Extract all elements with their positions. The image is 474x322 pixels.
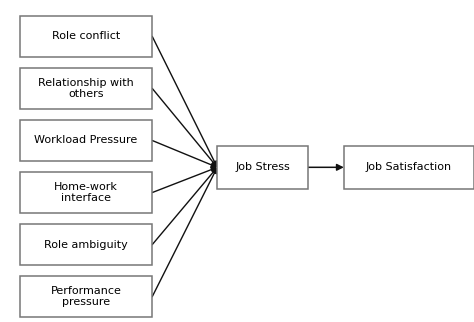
Text: Role conflict: Role conflict: [52, 31, 120, 41]
FancyBboxPatch shape: [20, 172, 152, 213]
FancyBboxPatch shape: [20, 224, 152, 265]
FancyBboxPatch shape: [20, 120, 152, 161]
FancyBboxPatch shape: [217, 146, 308, 189]
FancyBboxPatch shape: [20, 16, 152, 57]
Text: Role ambiguity: Role ambiguity: [44, 240, 128, 250]
Text: Job Stress: Job Stress: [235, 162, 290, 172]
Text: Relationship with
others: Relationship with others: [38, 78, 134, 99]
FancyBboxPatch shape: [20, 68, 152, 109]
Text: Job Satisfaction: Job Satisfaction: [366, 162, 452, 172]
Text: Performance
pressure: Performance pressure: [51, 286, 121, 308]
FancyBboxPatch shape: [344, 146, 474, 189]
Text: Workload Pressure: Workload Pressure: [35, 136, 137, 146]
Text: Home-work
interface: Home-work interface: [54, 182, 118, 204]
FancyBboxPatch shape: [20, 276, 152, 317]
